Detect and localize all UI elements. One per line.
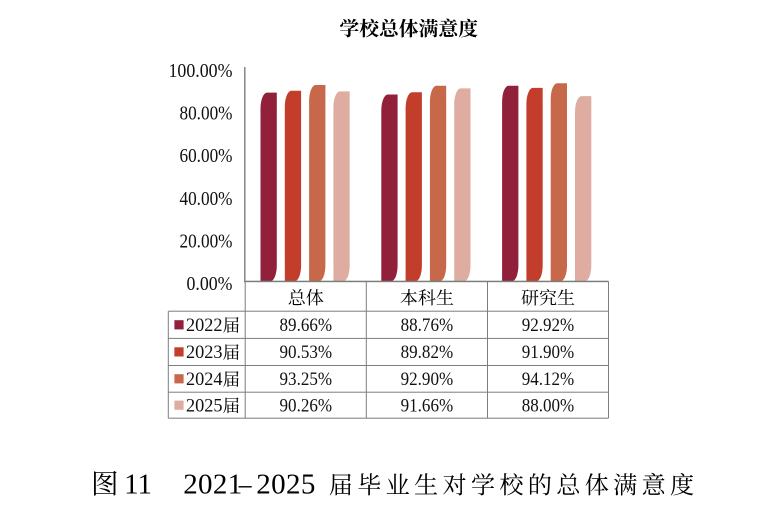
svg-text:0.00%: 0.00% <box>187 273 233 295</box>
svg-text:20.00%: 20.00% <box>180 230 233 252</box>
svg-text:2023: 2023 <box>186 342 223 363</box>
svg-text:92.92%: 92.92% <box>522 315 575 336</box>
svg-text:88.00%: 88.00% <box>522 395 575 416</box>
svg-text:90.26%: 90.26% <box>280 395 333 416</box>
svg-text:94.12%: 94.12% <box>522 369 575 390</box>
svg-text:100.00%: 100.00% <box>169 60 233 82</box>
svg-text:91.66%: 91.66% <box>401 395 454 416</box>
svg-text:88.76%: 88.76% <box>401 315 454 336</box>
svg-text:89.82%: 89.82% <box>401 342 454 363</box>
svg-text:2022: 2022 <box>186 315 223 336</box>
svg-text:2021: 2021 <box>183 469 242 501</box>
svg-text:93.25%: 93.25% <box>280 369 333 390</box>
svg-text:40.00%: 40.00% <box>180 188 233 210</box>
svg-text:2025: 2025 <box>256 469 315 501</box>
svg-text:91.90%: 91.90% <box>522 342 575 363</box>
svg-text:11: 11 <box>124 469 152 501</box>
svg-text:92.90%: 92.90% <box>401 369 454 390</box>
svg-text:2025: 2025 <box>186 395 223 416</box>
svg-text:—: — <box>238 469 252 501</box>
svg-text:2024: 2024 <box>186 369 223 390</box>
svg-text:60.00%: 60.00% <box>180 145 233 167</box>
svg-text:89.66%: 89.66% <box>280 315 333 336</box>
svg-text:90.53%: 90.53% <box>280 342 333 363</box>
svg-text:80.00%: 80.00% <box>180 103 233 125</box>
